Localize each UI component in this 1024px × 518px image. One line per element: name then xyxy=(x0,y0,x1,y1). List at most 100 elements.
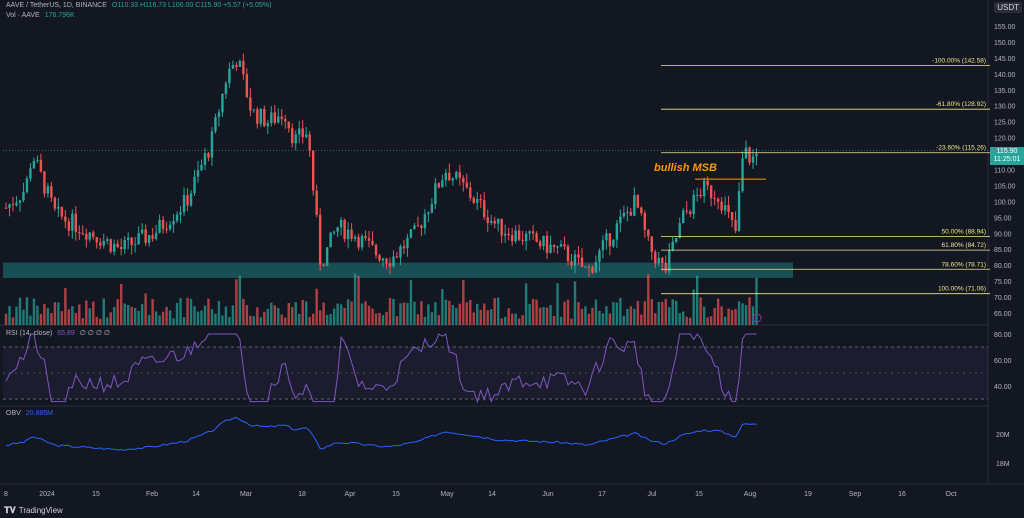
volume-bar xyxy=(514,313,517,325)
volume-bar xyxy=(318,310,322,325)
candle-body xyxy=(298,128,301,135)
candle-body xyxy=(322,264,325,267)
volume-bar xyxy=(113,307,116,325)
volume-bar xyxy=(22,309,25,325)
candle-body xyxy=(594,262,598,273)
volume-bar xyxy=(270,302,273,325)
candle-body xyxy=(133,244,137,246)
volume-bar xyxy=(64,288,67,325)
candle-body xyxy=(287,121,290,129)
price-axis-label: 70.00 xyxy=(994,295,1012,302)
ohlc-values: O110.33 H116.73 L106.00 C115.90 +5.57 (+… xyxy=(111,2,272,9)
candle-body xyxy=(734,219,737,231)
volume-bar xyxy=(116,299,119,325)
candle-body xyxy=(682,210,685,224)
volume-bar xyxy=(8,306,11,325)
candle-body xyxy=(490,220,493,223)
volume-bar xyxy=(46,308,50,325)
candle-body xyxy=(458,172,461,178)
candle-body xyxy=(109,239,112,252)
candle-body xyxy=(32,160,36,169)
fib-level-label: -100.00% (142.58) xyxy=(932,58,986,65)
currency-label[interactable]: USDT xyxy=(994,2,1022,13)
candle-body xyxy=(402,246,406,249)
candle-body xyxy=(172,220,175,225)
candle-body xyxy=(636,195,640,208)
obv-legend[interactable]: OBV 20.885M xyxy=(6,410,56,417)
candle-body xyxy=(647,229,650,237)
symbol-title[interactable]: AAVE / TetherUS, 1D, BINANCE xyxy=(6,2,107,9)
volume-bar xyxy=(479,309,482,325)
candle-body xyxy=(95,237,98,243)
candle-body xyxy=(496,218,500,224)
volume-bar xyxy=(427,304,430,325)
candle-body xyxy=(720,201,723,211)
candle-body xyxy=(713,198,716,200)
volume-bar xyxy=(71,306,74,325)
volume-bar xyxy=(476,303,479,325)
volume-bar xyxy=(517,318,521,325)
volume-bar xyxy=(50,313,53,325)
volume-bar xyxy=(88,308,91,325)
candle-body xyxy=(8,204,11,208)
volume-bar xyxy=(311,313,315,325)
volume-bar xyxy=(472,312,475,325)
candle-body xyxy=(556,246,559,248)
volume-bar xyxy=(556,283,559,325)
candle-body xyxy=(385,258,388,264)
rsi-axis-label: 60.00 xyxy=(994,358,1012,365)
candle-body xyxy=(81,233,84,235)
volume-bar xyxy=(633,308,636,325)
candle-body xyxy=(210,131,214,158)
volume-bar xyxy=(200,310,203,325)
volume-bar xyxy=(399,303,402,325)
volume-bar xyxy=(57,302,60,325)
volume-bar xyxy=(668,307,671,325)
candle-body xyxy=(57,206,60,209)
time-axis-label: 15 xyxy=(695,491,703,498)
volume-bar xyxy=(563,301,566,325)
candle-body xyxy=(706,180,709,186)
volume-legend[interactable]: Vol · AAVE 176.796K xyxy=(6,12,78,19)
candle-body xyxy=(116,243,119,248)
volume-bar xyxy=(755,277,758,325)
volume-bar xyxy=(469,300,472,325)
candle-body xyxy=(381,258,385,261)
volume-bar xyxy=(448,300,451,325)
candle-body xyxy=(528,231,531,234)
candle-body xyxy=(15,202,18,206)
volume-bar xyxy=(566,299,570,325)
event-marker-icon[interactable] xyxy=(752,313,762,323)
volume-bar xyxy=(147,314,151,325)
candle-body xyxy=(730,212,734,220)
candle-body xyxy=(252,109,256,111)
volume-bar xyxy=(249,315,252,325)
volume-bar xyxy=(601,313,605,325)
volume-bar xyxy=(545,307,549,325)
volume-bar xyxy=(727,308,730,325)
volume-bar xyxy=(39,314,43,325)
candle-body xyxy=(280,116,283,120)
symbol-legend[interactable]: AAVE / TetherUS, 1D, BINANCE O110.33 H11… xyxy=(6,2,274,9)
candle-body xyxy=(493,220,496,224)
rsi-legend[interactable]: RSI (14, close) 65.89 ∅ ∅ ∅ ∅ xyxy=(6,329,113,337)
candle-body xyxy=(165,228,168,230)
candle-body xyxy=(221,93,224,113)
candle-body xyxy=(249,97,252,111)
volume-bar xyxy=(374,313,378,325)
candle-body xyxy=(217,112,221,118)
candle-body xyxy=(11,204,15,206)
volume-bar xyxy=(305,301,308,325)
volume-bar xyxy=(510,313,514,325)
tradingview-logo[interactable]: 𝐓𝐕 TradingView xyxy=(4,505,63,516)
candle-body xyxy=(643,212,647,230)
candle-body xyxy=(716,198,720,202)
candle-body xyxy=(46,186,50,194)
volume-bar xyxy=(203,305,207,325)
volume-bar xyxy=(189,298,193,325)
candle-body xyxy=(416,225,420,227)
rsi-axis-label: 80.00 xyxy=(994,332,1012,339)
time-axis-label: Jun xyxy=(542,491,553,498)
volume-bar xyxy=(25,297,29,325)
